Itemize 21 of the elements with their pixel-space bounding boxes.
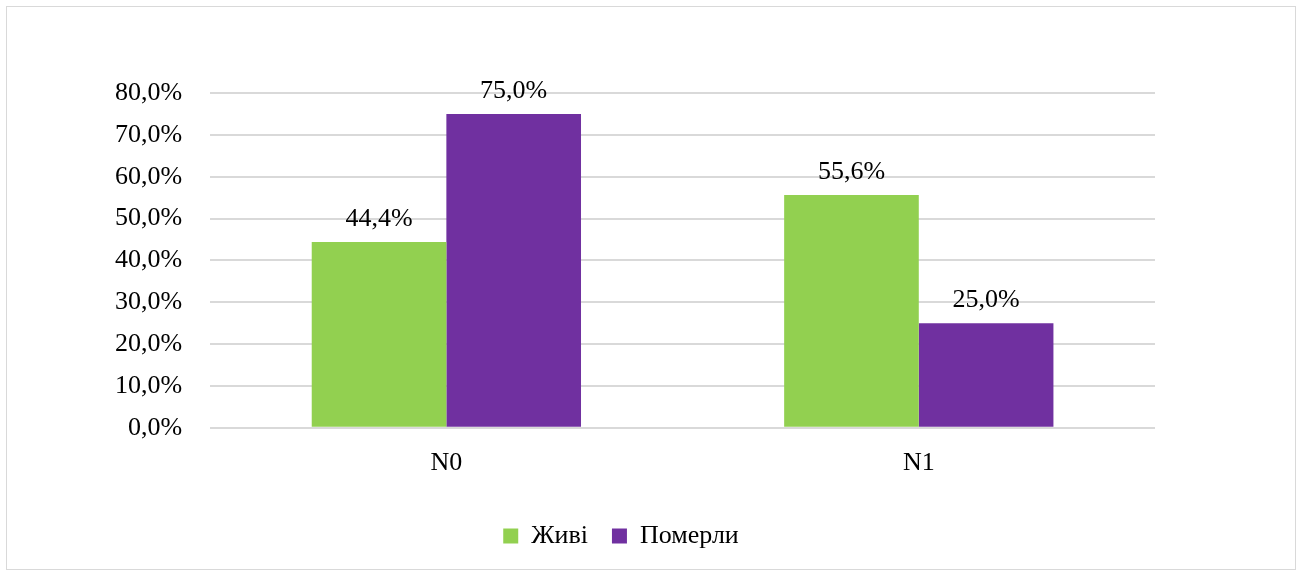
y-tick-label: 70,0%	[114, 118, 183, 148]
bar	[446, 113, 582, 427]
data-label: 55,6%	[817, 155, 886, 185]
data-label: 44,4%	[345, 202, 413, 232]
bar	[311, 241, 447, 427]
legend-label: Померли	[639, 519, 739, 549]
y-tick-label: 80,0%	[114, 76, 183, 106]
data-label: 75,0%	[480, 74, 548, 104]
bar	[784, 195, 919, 427]
bar	[918, 323, 1054, 427]
x-tick-label: N1	[902, 447, 935, 477]
legend-label: Живі	[531, 519, 588, 549]
y-tick-label: 60,0%	[114, 160, 183, 190]
y-tick-label: 40,0%	[114, 244, 183, 274]
x-tick-label: N0	[430, 447, 463, 477]
y-tick-label: 30,0%	[114, 286, 183, 316]
y-tick-label: 0,0%	[127, 411, 183, 441]
y-tick-label: 10,0%	[114, 369, 183, 399]
data-label: 25,0%	[952, 284, 1020, 313]
y-tick-label: 50,0%	[114, 202, 183, 232]
y-tick-label: 20,0%	[114, 327, 183, 357]
